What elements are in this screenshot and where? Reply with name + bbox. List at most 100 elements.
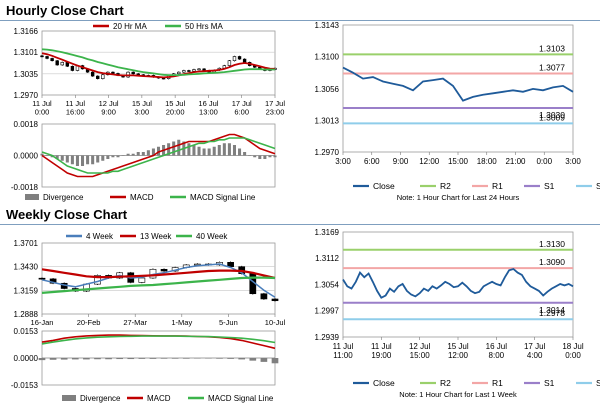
hourly_line-xtick: 3:00: [335, 157, 351, 166]
weekly_line-note: Note: 1 Hour Chart for Last 1 Week: [399, 390, 517, 399]
hourly_macd-divergence-bar: [146, 150, 150, 156]
weekly_macd-divergence-bar: [105, 358, 112, 360]
hourly_price-xtick: 11 Jul: [32, 99, 52, 108]
weekly_line-xtick: 11:00: [333, 351, 353, 360]
hourly_line-level-label-r2: 1.3103: [539, 43, 565, 53]
weekly_line-level-label-s2: 1.2978: [539, 308, 565, 318]
hourly_macd-legend-divergence-swatch: [25, 194, 39, 200]
weekly_price-xtick: 20-Feb: [77, 318, 101, 327]
hourly_macd-divergence-bar: [86, 155, 90, 165]
hourly_macd-divergence-bar: [81, 155, 85, 166]
weekly_price-ytick: 1.3701: [14, 239, 39, 248]
hourly_price-xtick: 15 Jul: [132, 99, 152, 108]
weekly_price-candle: [38, 277, 46, 280]
hourly_price-xtick: 15 Jul: [165, 99, 185, 108]
hourly_price-candle: [131, 71, 135, 75]
weekly_macd-macd-line: [41, 334, 276, 350]
weekly_macd-divergence-bar: [160, 358, 168, 359]
weekly_line-xtick: 11 Jul: [333, 342, 354, 351]
hourly_line-legend-s2-label: S2: [596, 181, 600, 191]
hourly_macd-divergence-bar: [65, 155, 69, 163]
hourly_macd-divergence-bar: [207, 148, 211, 156]
hourly_line-level-label-r1: 1.3077: [539, 62, 565, 72]
hourly_price-ytick: 1.3101: [14, 48, 39, 57]
hourly_line-xtick: 15:00: [448, 157, 469, 166]
weekly_macd-divergence-bar: [138, 358, 146, 359]
hourly_price-candle: [232, 56, 237, 62]
hourly_line-xtick: 3:00: [565, 157, 581, 166]
weekly_macd-divergence-bar: [94, 358, 101, 360]
hourly_price-candle: [50, 58, 54, 62]
weekly_macd-ytick: -0.0153: [11, 381, 39, 390]
hourly_macd-divergence-bar: [136, 152, 140, 156]
weekly_macd-legend-signal-label: MACD Signal Line: [208, 394, 274, 403]
hourly_macd-divergence-bar: [172, 141, 176, 156]
weekly_price-candle: [227, 262, 234, 267]
hourly_price-xtick: 16 Jul: [198, 99, 218, 108]
hourly_macd-divergence-bar: [263, 155, 267, 159]
hourly_price-ma50-line: [41, 48, 275, 76]
weekly_line-ytick: 1.3054: [315, 281, 340, 290]
hourly_price-xtick: 6:00: [234, 108, 249, 117]
weekly_macd-divergence-bar: [171, 358, 179, 359]
hourly_macd-divergence-bar: [212, 146, 216, 156]
hourly_price-candle: [182, 70, 186, 73]
hourly_line-level-label-s1: 1.3030: [539, 110, 565, 120]
weekly_line-ytick: 1.2997: [315, 307, 340, 316]
weekly_line-xtick: 12:00: [448, 351, 469, 360]
weekly_price-w13-line: [41, 268, 276, 280]
hourly_line-ytick: 1.3100: [315, 53, 340, 62]
hourly_price-candle: [111, 71, 115, 74]
hourly_price-frame: [41, 30, 276, 96]
weekly_macd-divergence-bar: [149, 358, 157, 359]
weekly_macd-legend-divergence-label: Divergence: [80, 394, 121, 403]
weekly_line-level-label-r1: 1.3090: [539, 257, 565, 267]
hourly_price-candle: [55, 60, 59, 66]
weekly_line-close-line: [342, 267, 574, 299]
hourly_line-xtick: 6:00: [364, 157, 380, 166]
hourly_macd-divergence-bar: [60, 155, 64, 161]
hourly_price-legend-1-label: 50 Hrs MA: [185, 22, 223, 31]
hourly_price-xtick: 23:00: [266, 108, 285, 117]
weekly_macd-divergence-bar: [116, 358, 123, 360]
weekly_price-xtick: 5-Jun: [219, 318, 238, 327]
hourly_price-candle: [136, 73, 140, 76]
hourly_price-xtick: 13:00: [199, 108, 218, 117]
hourly_macd-divergence-bar: [217, 145, 221, 156]
hourly_price-xtick: 3:00: [135, 108, 150, 117]
weekly_line-legend-s1-label: S1: [544, 378, 555, 388]
hourly_macd-divergence-bar: [243, 152, 247, 156]
weekly_line-xtick: 11 Jul: [371, 342, 392, 351]
hourly_line-legend-r1-label: R1: [492, 181, 503, 191]
hourly_price-legend-0-label: 20 Hr MA: [113, 22, 147, 31]
hourly_price-candle: [197, 68, 201, 71]
weekly_macd-divergence-bar: [83, 358, 90, 360]
hourly_macd-macd-line: [41, 133, 276, 178]
hourly_macd-ytick: -0.0018: [11, 183, 39, 192]
hourly_price-candle: [101, 74, 105, 79]
weekly_price-ytick: 1.3159: [14, 286, 39, 295]
weekly_price-xtick: 1-May: [171, 318, 192, 327]
hourly_price-xtick: 9:00: [101, 108, 116, 117]
weekly_line-xtick: 15 Jul: [447, 342, 469, 351]
hourly_macd-divergence-bar: [192, 145, 196, 156]
hourly_line-xtick: 21:00: [505, 157, 526, 166]
hourly_price-candle: [177, 71, 181, 75]
weekly_macd-signal-line: [41, 335, 276, 345]
weekly-section-title: Weekly Close Chart: [6, 207, 128, 222]
hourly_price-candle: [187, 70, 191, 72]
hourly_macd-divergence-bar: [106, 155, 110, 159]
hourly_price-xtick: 16:00: [66, 108, 85, 117]
hourly_macd-divergence-bar: [96, 155, 100, 163]
weekly_line-level-label-r2: 1.3130: [539, 239, 565, 249]
hourly_macd-divergence-bar: [45, 155, 49, 156]
weekly_line-xtick: 15:00: [410, 351, 431, 360]
weekly_price-candle: [271, 298, 279, 302]
weekly_line-xtick: 4:00: [527, 351, 543, 360]
hourly_line-legend-close-label: Close: [373, 181, 395, 191]
hourly_price-candle: [227, 60, 232, 66]
weekly_price-legend-0-label: 4 Week: [86, 232, 114, 241]
hourly_price-ma20-line: [41, 52, 276, 79]
weekly_price-xtick: 10-Jul: [265, 318, 286, 327]
